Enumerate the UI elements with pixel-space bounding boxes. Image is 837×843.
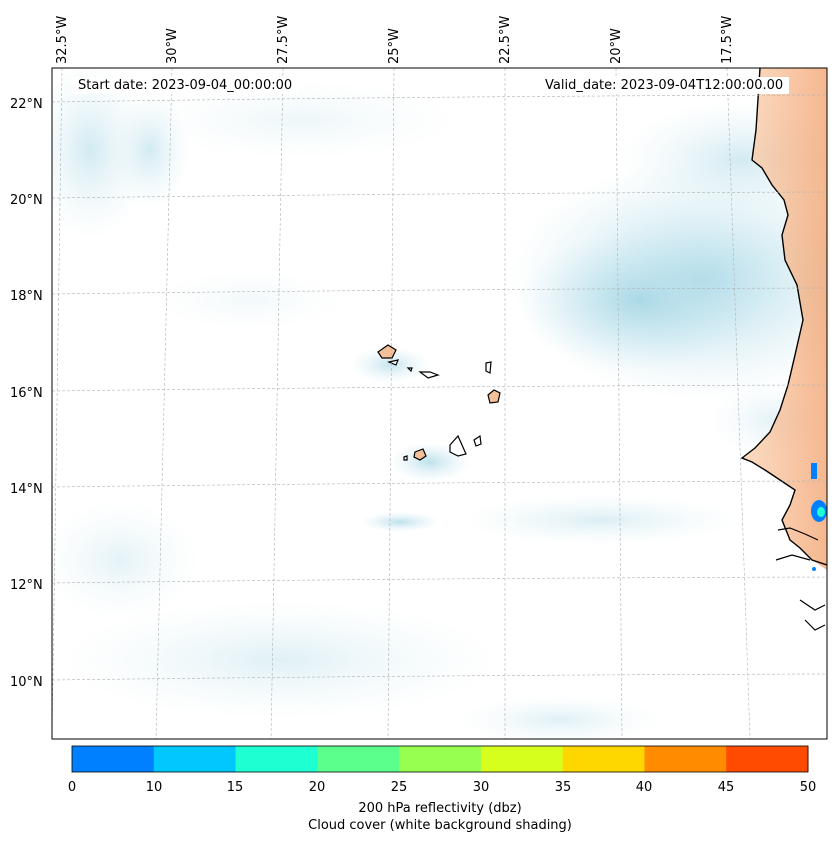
lat-label-16n: 16°N xyxy=(10,386,43,401)
lat-label-18n: 18°N xyxy=(10,289,43,304)
valid-date-label: Valid_date: 2023-09-04T12:00:00.00 xyxy=(539,77,790,94)
colorbar-tick-30: 30 xyxy=(472,780,490,795)
lat-label-14n: 14°N xyxy=(10,482,43,497)
graticule xyxy=(52,68,827,739)
cloud-cover-shading xyxy=(52,68,827,739)
colorbar-tick-10: 10 xyxy=(145,780,163,795)
map-frame xyxy=(51,67,828,740)
colorbar-bin-1 xyxy=(153,746,237,772)
colorbar-label-cloud-cover: Cloud cover (white background shading) xyxy=(308,818,572,833)
lon-label-20w: 20°W xyxy=(609,28,624,64)
lat-label-20n: 20°N xyxy=(10,193,43,208)
colorbar-tick-40: 40 xyxy=(635,780,653,795)
colorbar-tick-0: 0 xyxy=(67,780,77,795)
colorbar xyxy=(72,746,809,772)
colorbar-tick-20: 20 xyxy=(308,780,326,795)
colorbar-tick-15: 15 xyxy=(226,780,244,795)
lat-label-22n: 22°N xyxy=(10,97,43,112)
lon-label-32-5w: 32.5°W xyxy=(55,15,70,64)
colorbar-bin-4 xyxy=(399,746,482,772)
colorbar-frame xyxy=(71,745,809,773)
colorbar-bin-6 xyxy=(562,746,645,772)
colorbar-bin-8 xyxy=(726,746,809,772)
colorbar-tick-50: 50 xyxy=(799,780,817,795)
colorbar-bin-7 xyxy=(644,746,727,772)
lon-label-25w: 25°W xyxy=(387,28,402,64)
colorbar-tick-25: 25 xyxy=(390,780,408,795)
colorbar-tick-35: 35 xyxy=(554,780,572,795)
lon-label-27-5w: 27.5°W xyxy=(276,15,291,64)
reflectivity-cells xyxy=(811,463,827,571)
lon-label-17-5w: 17.5°W xyxy=(720,15,735,64)
lon-label-30w: 30°W xyxy=(165,28,180,64)
gambia-coastline xyxy=(775,527,826,631)
lat-label-12n: 12°N xyxy=(10,578,43,593)
start-date-label: Start date: 2023-09-04_00:00:00 xyxy=(72,77,299,94)
colorbar-bin-2 xyxy=(235,746,318,772)
colorbar-tick-45: 45 xyxy=(717,780,735,795)
colorbar-bin-5 xyxy=(480,746,564,772)
africa-coastline xyxy=(740,68,827,566)
colorbar-label-reflectivity: 200 hPa reflectivity (dbz) xyxy=(358,801,522,816)
africa-land xyxy=(742,68,827,570)
colorbar-bin-3 xyxy=(317,746,400,772)
lat-label-10n: 10°N xyxy=(10,675,43,690)
lon-label-22-5w: 22.5°W xyxy=(498,15,513,64)
colorbar-bin-0 xyxy=(72,746,155,772)
